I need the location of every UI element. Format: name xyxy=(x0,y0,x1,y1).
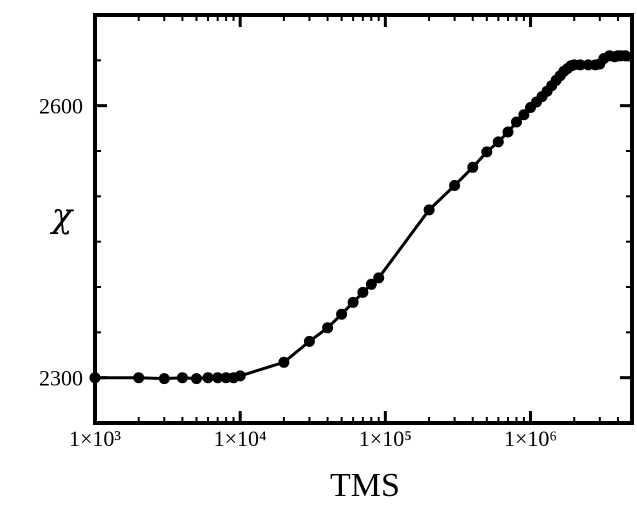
data-point xyxy=(492,136,504,148)
data-point xyxy=(278,356,290,368)
axis-ticks xyxy=(93,15,632,423)
data-point xyxy=(574,59,586,71)
x-tick-label: 1×10⁵ xyxy=(359,426,412,451)
data-point xyxy=(518,109,530,121)
data-point xyxy=(336,308,348,320)
data-point xyxy=(373,272,385,284)
data-point xyxy=(357,286,369,298)
data-point xyxy=(176,372,188,384)
y-axis-label: χ xyxy=(50,196,75,236)
data-point xyxy=(322,322,334,334)
data-point xyxy=(212,372,224,384)
data-point xyxy=(502,126,514,138)
y-tick-label: 2600 xyxy=(39,94,83,119)
series-line xyxy=(95,54,626,381)
data-point xyxy=(202,372,214,384)
data-point xyxy=(511,116,522,128)
data-point xyxy=(347,296,359,308)
x-tick-label: 1×10⁴ xyxy=(214,426,267,451)
x-tick-label: 1×10³ xyxy=(69,426,121,451)
tick-labels: 1×10³ 1×10⁴ 1×10⁵ 1×10⁶ 2300 2600 xyxy=(39,94,557,451)
x-axis-label: TMS xyxy=(330,467,400,504)
data-point xyxy=(89,372,101,384)
data-point xyxy=(191,373,202,385)
series-points xyxy=(89,50,631,385)
data-point xyxy=(423,204,435,216)
data-point xyxy=(481,146,493,158)
x-tick-label: 1×10⁶ xyxy=(504,426,557,451)
data-point xyxy=(619,50,631,62)
plot-frame xyxy=(93,13,634,425)
data-point xyxy=(234,370,246,382)
data-point xyxy=(303,335,315,347)
data-point xyxy=(365,278,377,290)
data-point xyxy=(133,372,145,384)
data-point xyxy=(467,161,479,173)
data-point xyxy=(449,180,461,191)
y-tick-label: 2300 xyxy=(39,366,83,391)
data-point xyxy=(158,373,170,385)
